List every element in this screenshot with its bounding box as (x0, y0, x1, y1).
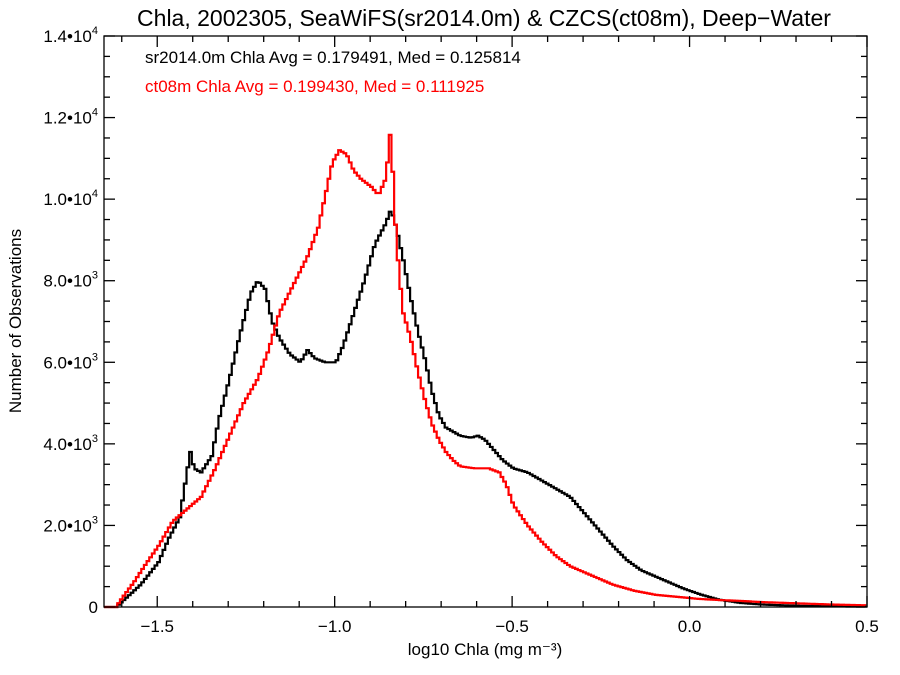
y-tick-label: 0 (89, 598, 98, 617)
series-line-black (104, 210, 867, 609)
x-tick-label: −0.5 (495, 617, 529, 636)
annotation-black-series: sr2014.0m Chla Avg = 0.179491, Med = 0.1… (145, 48, 521, 67)
annotation-red-series: ct08m Chla Avg = 0.199430, Med = 0.11192… (145, 77, 484, 96)
chart-title: Chla, 2002305, SeaWiFS(sr2014.0m) & CZCS… (137, 5, 831, 31)
x-tick-label: −1.5 (140, 617, 174, 636)
x-tick-label: 0.5 (855, 617, 879, 636)
x-tick-label: 0.0 (678, 617, 702, 636)
y-tick-label: 1.0•104 (43, 188, 98, 209)
y-tick-label: 6.0•103 (43, 351, 98, 372)
series-layer (104, 133, 867, 609)
y-tick-label: 8.0•103 (43, 270, 98, 291)
y-tick-label: 4.0•103 (43, 433, 98, 454)
series-line-red (104, 133, 867, 609)
y-tick-label: 2.0•103 (43, 514, 98, 535)
tick-layer: −1.5 −1.0 −0.5 0.0 0.5 0 2.0•103 4.0•103 6.0•103… (43, 25, 878, 636)
y-tick-label: 1.2•104 (43, 107, 98, 128)
y-tick-label: 1.4•104 (43, 25, 98, 46)
x-axis-label: log10 Chla (mg m⁻³) (408, 640, 562, 659)
x-tick-label: −1.0 (318, 617, 352, 636)
y-axis-label: Number of Observations (6, 229, 25, 413)
